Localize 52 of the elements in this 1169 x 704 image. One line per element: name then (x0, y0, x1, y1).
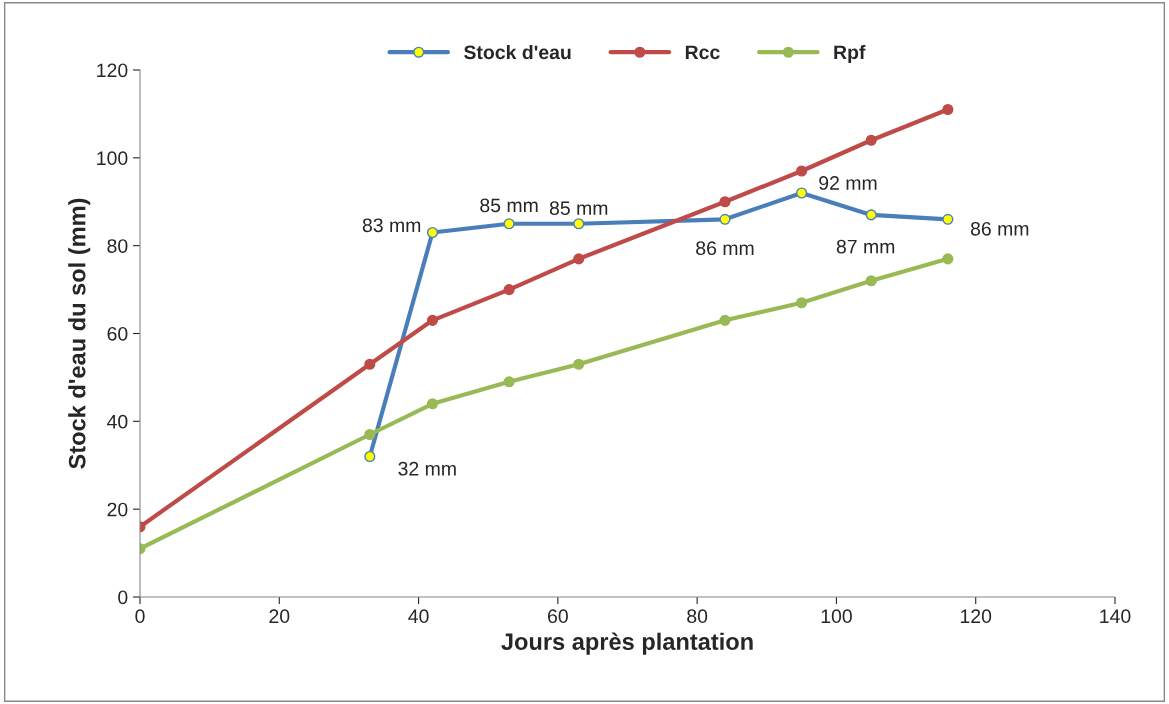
y-tick-label: 120 (97, 63, 128, 78)
point (364, 450, 376, 463)
point (426, 398, 439, 410)
point (364, 428, 376, 441)
point (426, 226, 439, 239)
x-tick-label: 40 (408, 609, 429, 624)
point (719, 314, 731, 326)
legend-label: Rpf (834, 44, 866, 64)
data-label: 85 mm (549, 201, 608, 216)
point (426, 314, 439, 326)
data-label: 87 mm (836, 239, 895, 254)
y-axis-title: Stock d'eau du sol (mm) (68, 198, 91, 469)
point (796, 187, 808, 199)
point (942, 103, 954, 116)
data-label: 92 mm (819, 176, 877, 190)
point (865, 134, 877, 146)
point (865, 275, 877, 287)
data-label: 83 mm (362, 218, 421, 233)
x-tick-label: 100 (821, 609, 852, 624)
point (503, 376, 515, 388)
point (796, 165, 808, 177)
x-tick-label: 140 (1100, 609, 1131, 624)
data-label: 32 mm (398, 461, 456, 476)
point (719, 213, 731, 225)
y-tick-label: 100 (97, 151, 128, 166)
point (942, 253, 954, 265)
data-label: 86 mm (970, 221, 1029, 236)
point (865, 209, 877, 221)
legend-label: Rcc (685, 45, 720, 60)
point (573, 218, 585, 230)
x-tick-label: 0 (135, 609, 145, 624)
point (796, 297, 808, 309)
point (942, 213, 954, 225)
point (364, 358, 376, 370)
y-tick-label: 60 (107, 326, 128, 341)
point (573, 253, 585, 265)
x-tick-label: 80 (687, 609, 708, 624)
point (719, 196, 731, 208)
data-label: 85 mm (480, 198, 538, 213)
y-tick-label: 20 (107, 502, 128, 517)
y-tick-label: 80 (107, 239, 128, 253)
y-tick-label: 40 (107, 414, 128, 429)
y-tick-label: 0 (118, 590, 128, 605)
point (503, 218, 515, 230)
x-tick-label: 20 (269, 609, 290, 624)
x-tick-label: 60 (548, 609, 568, 624)
data-label: 86 mm (696, 241, 754, 256)
point (573, 358, 585, 370)
x-axis-title: Jours après plantation (501, 632, 753, 655)
point (503, 284, 515, 296)
x-tick-label: 120 (960, 609, 992, 624)
legend-label: Stock d'eau (464, 44, 571, 60)
